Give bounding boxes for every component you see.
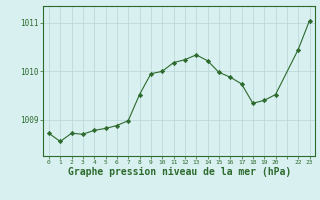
X-axis label: Graphe pression niveau de la mer (hPa): Graphe pression niveau de la mer (hPa) — [68, 167, 291, 177]
